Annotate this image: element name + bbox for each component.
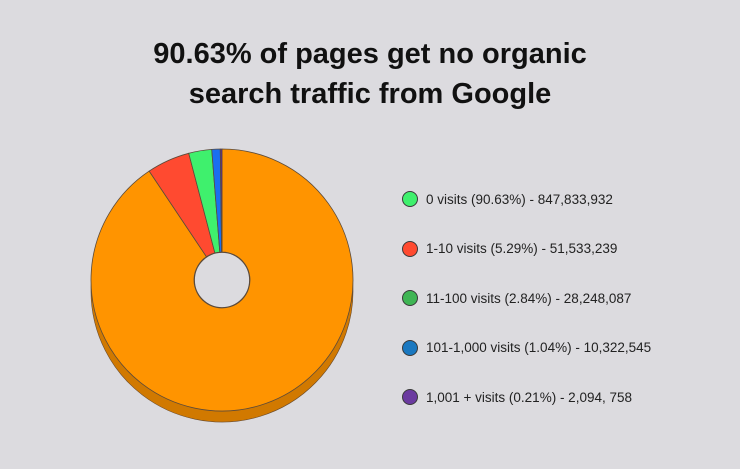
legend-label: 0 visits (90.63%) - 847,833,932 bbox=[426, 191, 613, 207]
legend-swatch bbox=[402, 240, 418, 257]
legend: 0 visits (90.63%) - 847,833,932 1-10 vis… bbox=[402, 186, 651, 434]
legend-label: 101-1,000 visits (1.04%) - 10,322,545 bbox=[426, 340, 652, 355]
donut-hole bbox=[194, 252, 250, 308]
chart-title-line-2: search traffic from Google bbox=[188, 78, 552, 110]
legend-label: 1,001 + visits (0.21%) - 2,094, 758 bbox=[426, 389, 632, 405]
slice-0-visits bbox=[90, 148, 354, 412]
slice-1-001-visits bbox=[219, 148, 223, 253]
legend-item-1-10-visits: 1-10 visits (5.29%) - 51,533,239 bbox=[402, 236, 651, 262]
legend-item-1001-plus-visits: 1,001 + visits (0.21%) - 2,094, 758 bbox=[402, 384, 651, 410]
chart-title: 90.63% of pages get no organic search tr… bbox=[0, 34, 740, 114]
legend-swatch bbox=[402, 290, 418, 306]
legend-swatch bbox=[402, 191, 418, 207]
legend-item-0-visits: 0 visits (90.63%) - 847,833,932 bbox=[402, 186, 651, 212]
legend-item-101-1000-visits: 101-1,000 visits (1.04%) - 10,322,545 bbox=[402, 335, 651, 361]
legend-swatch bbox=[402, 339, 418, 356]
legend-label: 1-10 visits (5.29%) - 51,533,239 bbox=[426, 241, 618, 256]
legend-label: 11-100 visits (2.84%) - 28,248,087 bbox=[426, 290, 632, 306]
donut-slices bbox=[90, 148, 354, 412]
chart-title-line-1: 90.63% of pages get no organic bbox=[153, 38, 587, 70]
donut-chart bbox=[90, 148, 354, 423]
legend-item-11-100-visits: 11-100 visits (2.84%) - 28,248,087 bbox=[402, 285, 651, 311]
legend-swatch bbox=[402, 389, 418, 405]
